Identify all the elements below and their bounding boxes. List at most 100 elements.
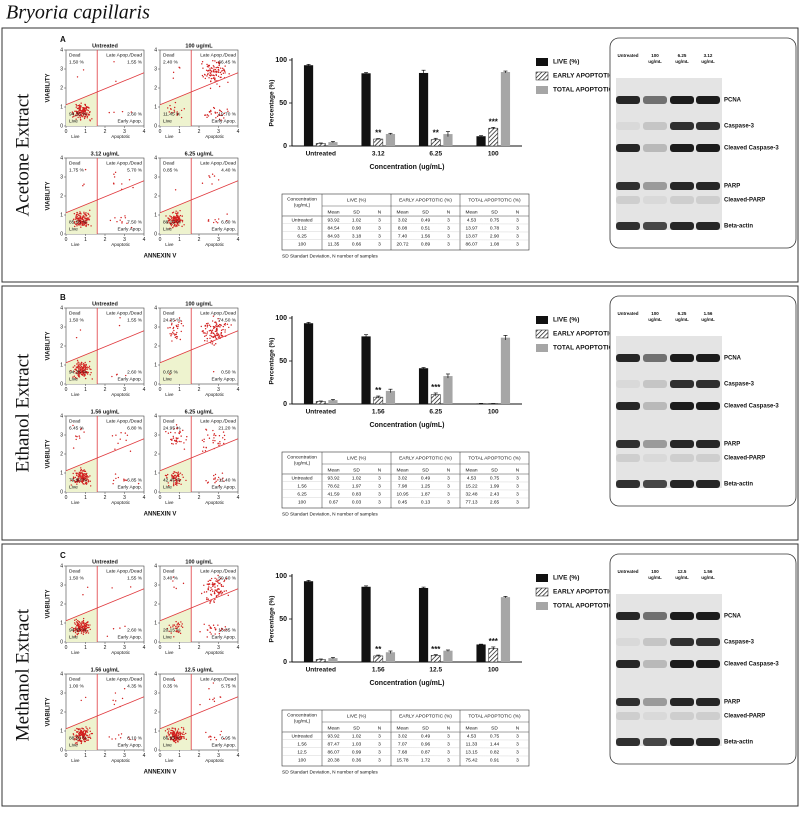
table-cell: Untreated (291, 733, 312, 739)
table-subheader: Mean (397, 467, 409, 473)
flow-y-tick-label: 3 (154, 66, 157, 72)
cell-dot (204, 332, 205, 333)
cell-dot (204, 74, 205, 75)
table-cell: 3 (516, 733, 519, 739)
cell-dot (206, 599, 207, 600)
cell-dot (174, 432, 175, 433)
cell-dot (174, 732, 175, 733)
flow-x-tick-label: 2 (198, 237, 201, 243)
table-header: Concentration (287, 196, 317, 202)
cell-dot (207, 629, 208, 630)
blot-band (643, 222, 667, 230)
quadrant-name: Late Apop./Dead (106, 160, 142, 166)
significance: *** (489, 637, 499, 646)
cell-dot (216, 324, 217, 325)
cell-dot (206, 323, 207, 324)
table-subheader: Mean (466, 725, 478, 731)
table-cell: 0.49 (421, 733, 431, 739)
cell-dot (80, 213, 81, 214)
cell-dot (84, 473, 85, 474)
quadrant-percent: 6.45 % (69, 425, 85, 431)
cell-dot (90, 629, 91, 630)
flow-y-tick-label: 0 (60, 231, 63, 237)
flow-y-tick-label: 3 (154, 690, 157, 696)
cell-dot (87, 373, 88, 374)
table-cell: 100 (298, 499, 306, 505)
legend-label: LIVE (%) (553, 575, 579, 582)
cell-dot (79, 217, 80, 218)
cell-dot (83, 470, 84, 471)
cell-dot (109, 736, 110, 737)
cell-dot (76, 473, 77, 474)
quadrant-percent: 6.85 % (127, 477, 143, 483)
quadrant-name: Live (69, 634, 78, 640)
table-cell: 86.07 (327, 749, 339, 755)
cell-dot (226, 590, 227, 591)
cell-dot (88, 224, 89, 225)
flow-x-tick-label: 0 (65, 645, 68, 651)
table-subheader: SD (422, 467, 429, 473)
x-tick-label: 12.5 (429, 667, 442, 674)
cell-dot (113, 628, 114, 629)
cell-dot (176, 472, 177, 473)
table-cell: 3 (516, 741, 519, 747)
cell-dot (124, 479, 125, 480)
cell-dot (213, 442, 214, 443)
cell-dot (113, 174, 114, 175)
cell-dot (213, 78, 214, 79)
cell-dot (175, 189, 176, 190)
cell-dot (208, 77, 209, 78)
quadrant-percent: 5.70 % (127, 167, 143, 173)
blot-band (643, 380, 667, 388)
cell-dot (206, 333, 207, 334)
cell-dot (80, 470, 81, 471)
cell-dot (207, 326, 208, 327)
zone-label: Live (165, 392, 174, 397)
cell-dot (85, 105, 86, 106)
lane-label: 1.56 (704, 311, 713, 316)
cell-dot (175, 729, 176, 730)
flow-x-tick-label: 0 (65, 495, 68, 501)
cell-dot (172, 626, 173, 627)
cell-dot (83, 431, 84, 432)
quadrant-name: Early Apop. (117, 118, 142, 124)
cell-dot (170, 732, 171, 733)
cell-dot (80, 329, 81, 330)
flow-x-tick-label: 1 (178, 129, 181, 135)
lane-label: ug/mL (675, 575, 689, 580)
table-cell: 10.95 (396, 491, 408, 497)
table-header: Concentration (287, 454, 317, 460)
cell-dot (174, 731, 175, 732)
cell-dot (216, 329, 217, 330)
cell-dot (125, 432, 126, 433)
blot-band (616, 712, 640, 720)
cell-dot (109, 112, 110, 113)
table-cell: 2.90 (490, 233, 500, 239)
flow-x-tick-label: 2 (198, 129, 201, 135)
flow-y-tick-label: 2 (154, 85, 157, 91)
cell-dot (217, 443, 218, 444)
cell-dot (214, 586, 215, 587)
flow-x-tick-label: 2 (198, 753, 201, 759)
lane-label: ug/mL (648, 317, 662, 322)
table-cell: 0.99 (352, 749, 362, 755)
quadrant-name: Late Apop./Dead (106, 418, 142, 424)
bar (386, 652, 395, 662)
bar (361, 587, 370, 662)
band-label: PARP (724, 442, 740, 448)
quadrant-name: Dead (69, 52, 81, 58)
zone-label: Apoptotic (205, 134, 225, 139)
cell-dot (87, 624, 88, 625)
bar (489, 128, 498, 146)
cell-dot (169, 105, 170, 106)
cell-dot (89, 112, 90, 113)
flow-y-tick-label: 0 (154, 489, 157, 495)
table-cell: 0.87 (421, 749, 431, 755)
quadrant-percent: 6.60 % (221, 219, 237, 225)
table-subheader: SD (491, 209, 498, 215)
cell-dot (207, 74, 208, 75)
table-cell: 0.75 (490, 733, 500, 739)
quadrant-percent: 1.75 % (69, 167, 85, 173)
flow-y-tick-label: 4 (60, 305, 63, 311)
flow-y-tick-label: 0 (60, 747, 63, 753)
